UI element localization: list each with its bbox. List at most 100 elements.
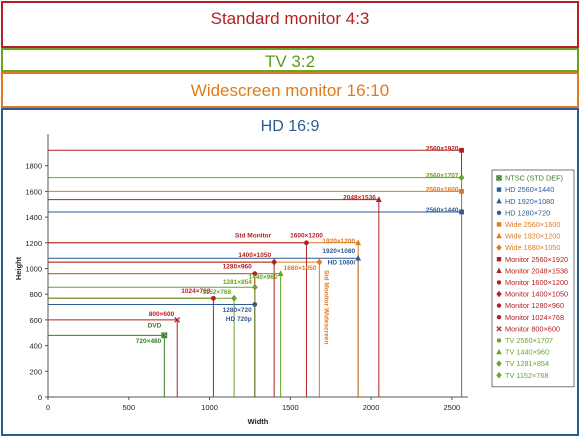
legend-item-monitor-800-600: Monitor 800×600 (505, 324, 560, 333)
marker-wide-1920-1200 (355, 239, 362, 246)
hd-title: HD 16:9 (260, 118, 320, 135)
tv-band: TV 3:2 (1, 48, 579, 72)
marker-hd-1280-720 (252, 302, 258, 307)
data-label-1281-854: 1281×854 (223, 279, 252, 286)
legend-item-wide-1920-1200: Wide 1920×1200 (505, 232, 560, 241)
data-label-1152-768: 1152×768 (202, 289, 231, 296)
legend-marker-hd-1280-720 (496, 210, 502, 215)
data-label-2560-1707: 2560×1707 (426, 173, 459, 180)
legend-marker-tv-1440-960 (496, 348, 502, 355)
data-labels: 2560×1920 2560×1707 2560×1600 2048×1536 2560… (136, 145, 459, 345)
marker-monitor-1400-1050 (271, 258, 278, 266)
data-label-1920-1080: 1920×1080 (322, 248, 355, 255)
y-tick-label: 600 (29, 316, 42, 325)
legend-marker-monitor-1024-768 (496, 315, 502, 320)
legend-marker-wide-1920-1200 (496, 232, 502, 239)
legend-item-monitor-2560-1920: Monitor 2560×1920 (505, 255, 568, 264)
data-label-dvd: DVD (148, 323, 162, 330)
marker-tv-2560-1707 (459, 175, 464, 181)
data-label-1680-1050: 1680×1050 (284, 265, 317, 272)
legend-marker-monitor-1280-960 (496, 303, 502, 308)
data-label-2560-1440: 2560×1440 (426, 207, 459, 214)
data-label-1440-960: 1440×960 (249, 274, 278, 281)
legend-item-tv-2560-1707: TV 2560×1707 (505, 336, 553, 345)
data-label-hd-720p: HD 720p (226, 316, 252, 323)
y-tick-label: 1000 (25, 265, 42, 274)
legend-item-ntsc-std-def: NTSC (STD DEF) (505, 174, 563, 183)
y-tick-label: 1800 (25, 162, 42, 171)
legend-item-hd-2560-1440: HD 2560×1440 (505, 185, 554, 194)
legend-marker-wide-2560-1600 (496, 222, 502, 227)
x-tick-label: 0 (46, 403, 50, 412)
legend-item-monitor-1024-768: Monitor 1024×768 (505, 313, 564, 322)
data-label-std-monitor-widescreen: Std Monitor Widescreen (322, 270, 329, 344)
x-tick-label: 2500 (444, 403, 461, 412)
data-label-800-600: 800×600 (149, 311, 175, 318)
legend-marker-monitor-2560-1920 (496, 257, 502, 262)
x-tick-label: 500 (123, 403, 136, 412)
legend-marker-hd-2560-1440 (496, 187, 502, 192)
data-label-1400-1050: 1400×1050 (238, 252, 271, 259)
legend-marker-tv-1281-854 (496, 360, 502, 367)
legend-marker-hd-1920-1080 (496, 198, 502, 204)
legend-marker-monitor-1400-1050 (496, 290, 502, 298)
marker-tv-1281-854 (252, 283, 258, 291)
legend-item-hd-1920-1080: HD 1920×1080 (505, 197, 554, 206)
legend: NTSC (STD DEF) HD 2560×1440 HD 1920×1080 HD… (491, 169, 575, 388)
legend-marker-tv-1152-768 (496, 372, 502, 379)
legend-marker-monitor-2048-1536 (496, 267, 502, 273)
data-label-2048-1536: 2048×1536 (343, 195, 376, 202)
legend-box (491, 169, 575, 388)
data-label-std-monitor: Std Monitor (235, 233, 272, 240)
y-tick-label: 1600 (25, 187, 42, 196)
legend-marker-monitor-1600-1200 (496, 280, 502, 285)
marker-wide-1680-1050 (316, 258, 323, 266)
y-tick-label: 0 (38, 393, 42, 402)
y-tick-label: 1400 (25, 213, 42, 222)
legend-marker-tv-2560-1707 (496, 338, 502, 343)
widescreen-monitor-band: Widescreen monitor 16:10 (1, 72, 579, 108)
legend-item-monitor-1280-960: Monitor 1280×960 (505, 301, 564, 310)
x-tick-label: 2000 (363, 403, 380, 412)
x-axis-label: Width (248, 417, 269, 426)
legend-item-wide-2560-1600: Wide 2560×1600 (505, 220, 560, 229)
widescreen-monitor-title: Widescreen monitor 16:10 (190, 81, 390, 100)
legend-marker-ntsc-std-def (496, 175, 502, 181)
legend-item-monitor-1400-1050: Monitor 1400×1050 (505, 290, 568, 299)
axes: 0 200 400 600 800 1000 1200 1400 1600 1800 0 500 100… (14, 134, 468, 426)
legend-item-tv-1281-854: TV 1281×854 (505, 359, 549, 368)
tv-title: TV 3:2 (264, 52, 316, 71)
data-label-1024-768: 1024×768 (181, 288, 210, 295)
marker-tv-1440-960 (277, 270, 284, 277)
marker-monitor-1280-960 (252, 271, 258, 277)
legend-item-monitor-1600-1200: Monitor 1600×1200 (505, 278, 568, 287)
marker-monitor-1024-768 (211, 295, 216, 301)
marker-wide-2560-1600 (459, 189, 464, 194)
legend-item-wide-1680-1050: Wide 1680×1050 (505, 243, 560, 252)
x-tick-label: 1000 (201, 403, 218, 412)
data-label-1920-1200: 1920×1200 (322, 238, 355, 245)
legend-item-monitor-2048-1536: Monitor 2048×1536 (505, 266, 568, 275)
marker-ntsc-std-def (161, 332, 168, 339)
data-label-720-480: 720×480 (136, 338, 162, 345)
legend-marker-wide-1680-1050 (496, 244, 502, 251)
marker-monitor-2560-1920 (459, 147, 464, 153)
data-label-hd-1080i: HD 1080i (328, 260, 356, 267)
data-label-2560-1600: 2560×1600 (426, 186, 459, 193)
marker-hd-2560-1440 (459, 209, 464, 215)
y-tick-label: 1200 (25, 239, 42, 248)
data-label-1600-1200: 1600×1200 (290, 233, 323, 240)
legend-marker-monitor-800-600 (496, 326, 502, 332)
standard-monitor-title: Standard monitor 4:3 (210, 9, 370, 28)
marker-monitor-800-600 (174, 317, 181, 323)
y-tick-label: 400 (29, 342, 42, 351)
legend-item-tv-1440-960: TV 1440×960 (505, 348, 549, 357)
y-axis-label: Height (14, 256, 23, 280)
marker-monitor-1600-1200 (304, 240, 309, 246)
marker-monitor-2048-1536 (375, 196, 382, 203)
data-label-1280-960: 1280×960 (223, 264, 252, 271)
standard-monitor-band: Standard monitor 4:3 (1, 1, 579, 48)
y-tick-label: 200 (29, 367, 42, 376)
legend-item-hd-1280-720: HD 1280×720 (505, 208, 550, 217)
